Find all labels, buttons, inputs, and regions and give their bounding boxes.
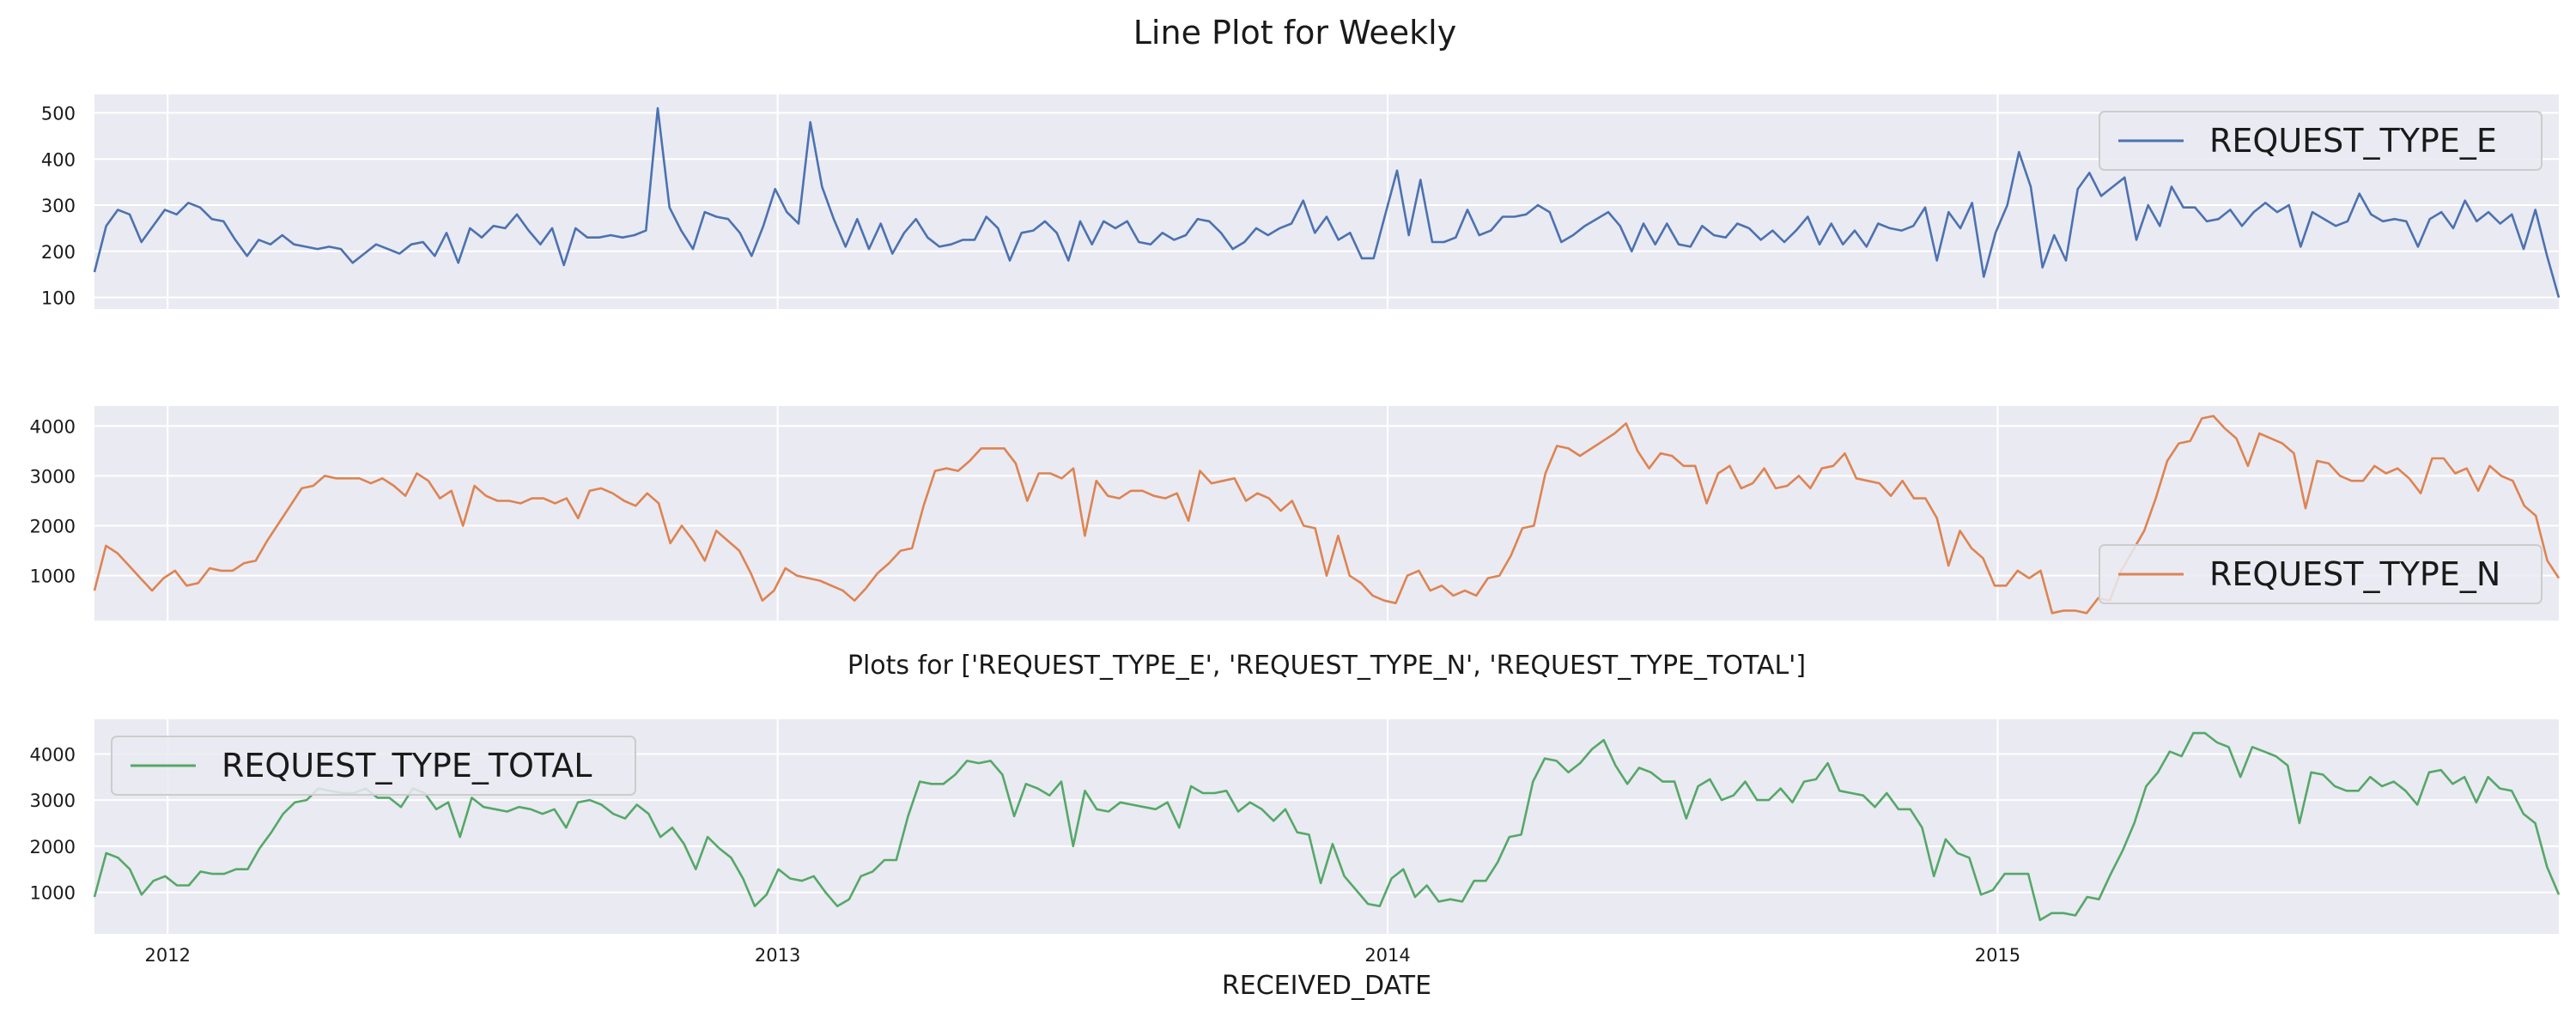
- series-line-request-type-n: [93, 415, 2561, 615]
- panel-request-type-n: 1000 2000 3000 4000 REQUEST_TYPE_N: [30, 406, 2561, 621]
- series-line-request-type-e: [93, 106, 2561, 298]
- legend: REQUEST_TYPE_E: [2099, 111, 2543, 171]
- y-tick-label: 4000: [30, 744, 76, 765]
- x-tick-label: 2015: [1975, 945, 2020, 966]
- legend: REQUEST_TYPE_TOTAL: [111, 736, 636, 796]
- y-tick-label: 500: [41, 104, 76, 124]
- x-tick-label: 2014: [1364, 945, 1410, 966]
- y-tick-label: 400: [41, 149, 76, 170]
- panel-request-type-total: 1000 2000 3000 4000 REQUEST_TYPE_TOTAL: [30, 719, 2561, 934]
- legend: REQUEST_TYPE_N: [2099, 544, 2543, 604]
- figure-title: Line Plot for Weekly: [1133, 14, 1456, 52]
- y-tick-label: 4000: [30, 416, 76, 437]
- x-axis-label: RECEIVED_DATE: [1222, 971, 1431, 1001]
- x-tick-label: 2013: [755, 945, 800, 966]
- legend-box: [2099, 544, 2543, 604]
- y-tick-label: 100: [41, 288, 76, 309]
- legend-box: [111, 736, 636, 796]
- x-axis-ticks: 2012 2013 2014 2015: [145, 945, 2021, 966]
- y-tick-label: 2000: [30, 517, 76, 537]
- y-tick-label: 1000: [30, 566, 76, 587]
- legend-label: REQUEST_TYPE_E: [2209, 122, 2497, 160]
- x-tick-label: 2012: [145, 945, 191, 966]
- figure-subtitle: Plots for ['REQUEST_TYPE_E', 'REQUEST_TY…: [848, 651, 1806, 681]
- y-tick-label: 1000: [30, 883, 76, 904]
- y-tick-label: 200: [41, 242, 76, 263]
- legend-label: REQUEST_TYPE_N: [2209, 555, 2500, 593]
- series-line-request-type-total: [93, 731, 2561, 922]
- y-tick-label: 300: [41, 196, 76, 216]
- legend-label: REQUEST_TYPE_TOTAL: [222, 747, 592, 785]
- y-tick-label: 3000: [30, 466, 76, 487]
- y-tick-label: 2000: [30, 837, 76, 857]
- panel-request-type-e: 100 200 300 400 500 REQUEST_TYPE_E: [41, 94, 2561, 309]
- y-tick-label: 3000: [30, 791, 76, 811]
- legend-box: [2099, 111, 2543, 171]
